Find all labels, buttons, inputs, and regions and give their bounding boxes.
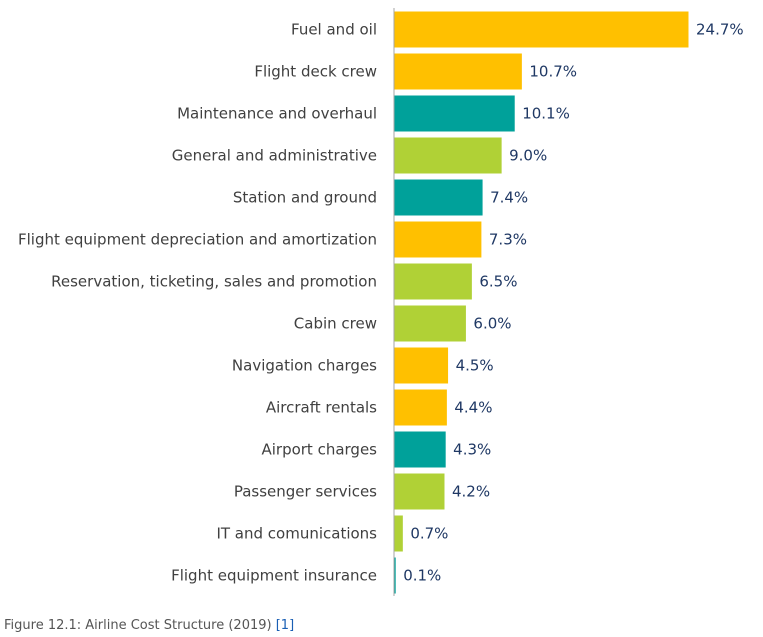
category-label: Fuel and oil <box>291 21 377 39</box>
value-label: 24.7% <box>696 21 744 39</box>
value-label: 10.7% <box>529 63 577 81</box>
value-label: 4.2% <box>452 483 490 501</box>
value-label: 6.0% <box>473 315 511 333</box>
value-labels: 24.7% 10.7% 10.1% 9.0% 7.4% 7.3% 6.5% 6.0% 4.5% 4… <box>403 21 743 585</box>
bar <box>394 431 446 468</box>
value-label: 4.3% <box>453 441 491 459</box>
bar <box>394 53 522 90</box>
value-label: 10.1% <box>522 105 570 123</box>
bar-chart: Fuel and oil Flight deck crew Maintenance … <box>18 8 744 596</box>
bar <box>394 95 515 132</box>
value-label: 0.1% <box>403 567 441 585</box>
category-label: Reservation, ticketing, sales and promot… <box>51 273 377 291</box>
value-label: 4.4% <box>454 399 492 417</box>
bar <box>394 221 482 258</box>
value-label: 6.5% <box>479 273 517 291</box>
category-label: Maintenance and overhaul <box>177 105 377 123</box>
bar <box>394 347 449 384</box>
category-label: Station and ground <box>233 189 377 207</box>
value-label: 7.3% <box>489 231 527 249</box>
bar <box>394 179 483 216</box>
value-label: 4.5% <box>456 357 494 375</box>
category-label: Airport charges <box>261 441 377 459</box>
bar <box>394 389 447 426</box>
bar <box>394 557 396 594</box>
category-label: Cabin crew <box>294 315 377 333</box>
bar <box>394 137 502 174</box>
bar <box>394 515 403 552</box>
value-label: 0.7% <box>410 525 448 543</box>
category-label: Flight equipment depreciation and amorti… <box>18 231 377 249</box>
category-label: Flight equipment insurance <box>171 567 377 585</box>
category-label: Flight deck crew <box>254 63 377 81</box>
bar <box>394 263 472 300</box>
caption-reference-link[interactable]: [1] <box>275 618 295 633</box>
category-label: Navigation charges <box>232 357 377 375</box>
category-label: General and administrative <box>172 147 377 165</box>
category-labels: Fuel and oil Flight deck crew Maintenance … <box>18 21 377 585</box>
figure-caption: Figure 12.1: Airline Cost Structure (201… <box>4 618 294 633</box>
bars-group <box>394 11 689 594</box>
bar <box>394 305 466 342</box>
category-label: IT and comunications <box>216 525 377 543</box>
value-label: 9.0% <box>509 147 547 165</box>
value-label: 7.4% <box>490 189 528 207</box>
category-label: Passenger services <box>234 483 377 501</box>
category-label: Aircraft rentals <box>266 399 377 417</box>
caption-text: Figure 12.1: Airline Cost Structure (201… <box>4 618 276 633</box>
bar <box>394 473 445 510</box>
bar <box>394 11 689 48</box>
